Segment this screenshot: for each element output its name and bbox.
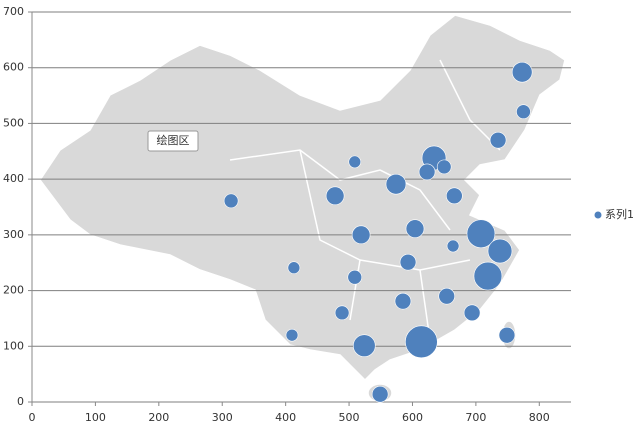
legend-marker	[594, 211, 602, 219]
province-borders	[229, 59, 501, 341]
x-tick-label: 300	[212, 411, 233, 424]
tooltip-box	[147, 130, 199, 152]
bubble	[516, 104, 531, 120]
bubble	[285, 328, 299, 342]
bubble	[287, 261, 301, 275]
x-tick-label: 700	[465, 411, 486, 424]
bubble	[399, 253, 417, 271]
x-tick-label: 200	[148, 411, 169, 424]
y-tick-label: 200	[3, 284, 24, 297]
bubble	[405, 219, 425, 239]
bubble	[394, 292, 412, 310]
bubble	[371, 385, 389, 403]
bubble	[489, 131, 507, 149]
bubble	[334, 305, 350, 321]
bubble	[446, 239, 460, 253]
bubble	[487, 238, 513, 264]
bubble	[418, 163, 436, 181]
bubble	[473, 261, 503, 291]
bubble	[347, 269, 363, 285]
bubbles	[223, 61, 533, 403]
y-tick-label: 400	[3, 172, 24, 185]
y-tick-label: 0	[17, 395, 24, 408]
tooltip: 绘图区	[147, 130, 199, 152]
bubble	[385, 173, 407, 195]
bubble	[405, 325, 438, 359]
bubble	[466, 219, 496, 249]
bubble	[463, 304, 481, 322]
y-tick-label: 600	[3, 61, 24, 74]
x-tick-label: 500	[339, 411, 360, 424]
y-tick-label: 500	[3, 116, 24, 129]
bubble	[438, 287, 456, 305]
x-tick-label: 800	[529, 411, 550, 424]
bubble	[223, 193, 239, 209]
y-tick-label: 300	[3, 228, 24, 241]
legend: 系列1	[594, 207, 634, 221]
bubble	[325, 186, 345, 206]
bubble	[498, 326, 516, 344]
legend-label: 系列1	[605, 207, 634, 221]
bubble	[348, 155, 362, 169]
bubble	[436, 159, 452, 175]
tooltip-text: 绘图区	[157, 133, 190, 147]
x-tick-label: 0	[29, 411, 36, 424]
y-tick-label: 700	[3, 5, 24, 18]
bubble	[351, 225, 371, 245]
grid	[28, 11, 571, 406]
x-tick-label: 400	[275, 411, 296, 424]
x-tick-label: 600	[402, 411, 423, 424]
bubble	[446, 187, 463, 205]
bubble	[511, 61, 533, 83]
x-tick-label: 100	[85, 411, 106, 424]
bubble	[352, 334, 376, 358]
y-tick-label: 100	[3, 339, 24, 352]
